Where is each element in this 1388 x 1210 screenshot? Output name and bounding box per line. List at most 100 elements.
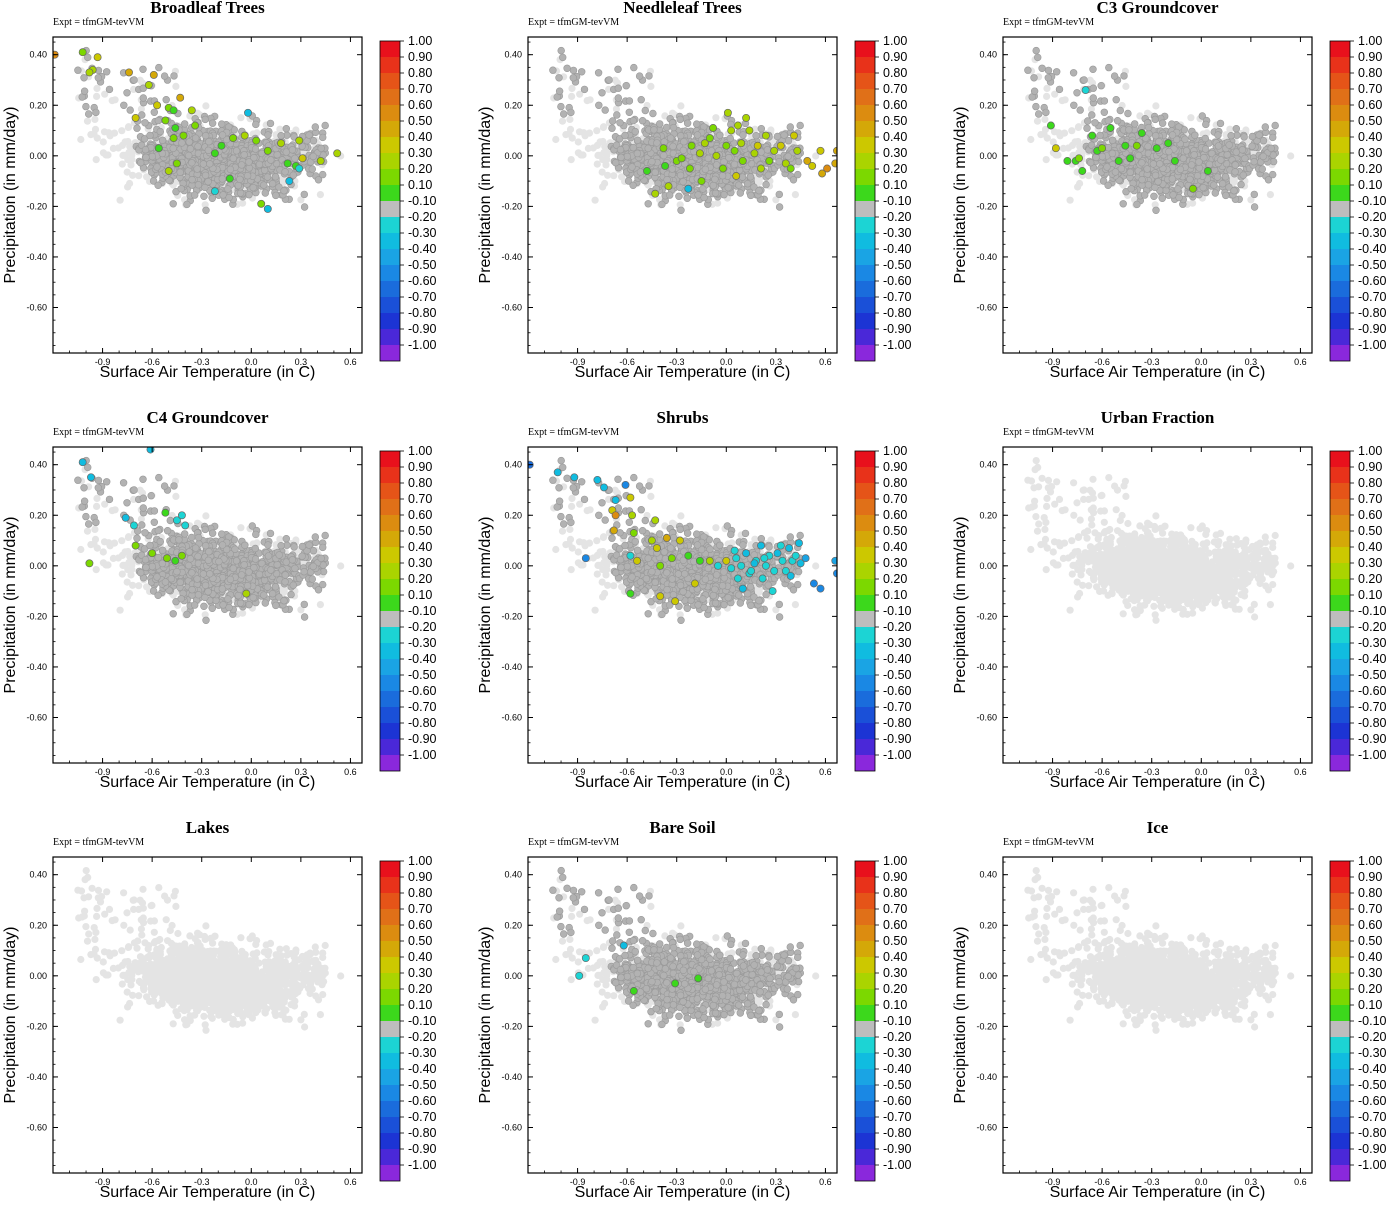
y-tick-label: -0.20: [26, 201, 47, 211]
near-zero-point: [93, 109, 100, 116]
near-zero-point: [319, 171, 326, 178]
colorbar-label: 0.10: [408, 178, 432, 192]
colorbar: 1.000.900.800.700.600.500.400.300.200.10…: [380, 34, 437, 361]
near-zero-point: [246, 159, 253, 166]
near-zero-point: [256, 161, 263, 168]
background-point: [122, 138, 129, 145]
background-point: [559, 118, 566, 125]
background-point: [91, 116, 98, 123]
background-point: [237, 114, 244, 121]
colorbar-label: 0.60: [408, 98, 432, 112]
near-zero-point: [120, 102, 127, 109]
near-zero-point: [237, 176, 244, 183]
near-zero-point: [185, 152, 192, 159]
data-point: [150, 71, 157, 78]
near-zero-point: [159, 137, 166, 144]
near-zero-point: [244, 172, 251, 179]
background-point: [93, 156, 100, 163]
data-point: [172, 124, 179, 131]
near-zero-point: [322, 122, 329, 129]
colorbar-label: -0.10: [408, 194, 437, 208]
data-point: [317, 157, 324, 164]
data-point: [258, 200, 265, 207]
x-axis-label: Surface Air Temperature (in C): [100, 364, 316, 381]
near-zero-point: [202, 172, 209, 179]
near-zero-point: [137, 159, 144, 166]
near-zero-point: [267, 157, 274, 164]
background-point: [77, 136, 84, 143]
near-zero-point: [301, 191, 308, 198]
data-point: [180, 132, 187, 139]
near-zero-point: [237, 190, 244, 197]
near-zero-point: [265, 132, 272, 139]
background-point: [117, 197, 124, 204]
data-point: [155, 145, 162, 152]
background-point: [172, 83, 179, 90]
background-point: [129, 172, 136, 179]
data-point: [241, 132, 248, 139]
near-zero-point: [170, 200, 177, 207]
near-zero-point: [154, 164, 161, 171]
colorbar-swatch: [380, 313, 400, 329]
colorbar-swatch: [380, 57, 400, 73]
background-point: [597, 138, 604, 145]
data-point: [162, 117, 169, 124]
background-point: [601, 180, 608, 187]
near-zero-point: [209, 195, 216, 202]
background-point: [566, 116, 573, 123]
near-zero-point: [142, 119, 149, 126]
colorbar-swatch: [380, 249, 400, 265]
near-zero-point: [134, 125, 141, 132]
colorbar-label: -0.60: [408, 274, 437, 288]
near-zero-point: [184, 201, 191, 208]
background-point: [110, 145, 117, 152]
near-zero-point: [205, 147, 212, 154]
background-point: [579, 151, 586, 158]
data-point: [299, 155, 306, 162]
background-point: [585, 145, 592, 152]
near-zero-point: [260, 182, 267, 189]
near-zero-point: [269, 180, 276, 187]
near-zero-point: [278, 132, 285, 139]
background-point: [109, 97, 116, 104]
near-zero-point: [262, 190, 269, 197]
near-zero-point: [225, 186, 232, 193]
near-zero-point: [272, 173, 279, 180]
colorbar-swatch: [380, 153, 400, 169]
near-zero-point: [318, 145, 325, 152]
background-point: [135, 172, 142, 179]
colorbar-label: -0.70: [408, 290, 437, 304]
data-point: [218, 142, 225, 149]
data-point: [132, 114, 139, 121]
near-zero-point: [227, 166, 234, 173]
background-point: [568, 93, 575, 100]
colorbar-label: 0.50: [408, 114, 432, 128]
near-zero-point: [282, 168, 289, 175]
y-axis-label: Precipitation (in mm/day): [2, 107, 19, 284]
near-zero-point: [188, 159, 195, 166]
colorbar-swatch: [380, 169, 400, 185]
data-point: [125, 69, 132, 76]
panel-title: Needleleaf Trees: [623, 0, 742, 17]
near-zero-point: [252, 146, 259, 153]
near-zero-point: [106, 86, 113, 93]
near-zero-point: [230, 155, 237, 162]
colorbar-label: 0.30: [408, 146, 432, 160]
near-zero-point: [219, 132, 226, 139]
near-zero-point: [246, 191, 253, 198]
near-zero-point: [163, 96, 170, 103]
point-layer: [51, 47, 344, 214]
data-point: [253, 137, 260, 144]
y-tick-label: -0.40: [26, 252, 47, 262]
background-point: [100, 138, 107, 145]
colorbar-swatch: [380, 265, 400, 281]
near-zero-point: [272, 192, 279, 199]
background-point: [119, 152, 126, 159]
near-zero-point: [124, 89, 131, 96]
near-zero-point: [161, 73, 168, 80]
near-zero-point: [206, 138, 213, 145]
data-point: [86, 69, 93, 76]
data-point: [286, 178, 293, 185]
near-zero-point: [205, 178, 212, 185]
